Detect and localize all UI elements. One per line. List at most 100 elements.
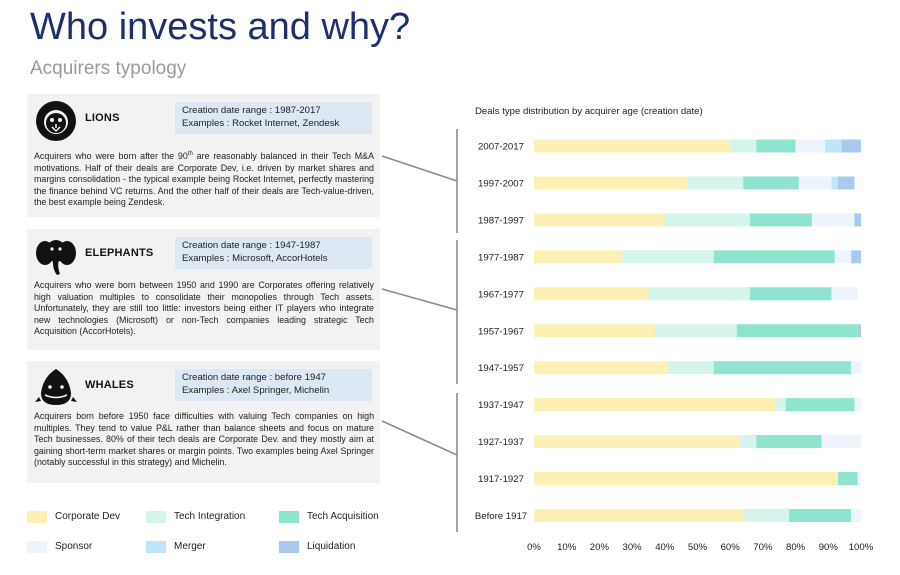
category-label: 1997-2007 — [478, 178, 524, 189]
bar-segment — [730, 139, 757, 153]
bar-segment — [834, 250, 852, 264]
bar-segment — [743, 176, 799, 190]
panel-description: Acquirers who were born after the 90th a… — [34, 150, 374, 208]
x-tick-label: 0% — [527, 542, 541, 553]
bar-segment — [648, 287, 750, 301]
legend-label: Merger — [174, 541, 206, 552]
bar-segment — [841, 139, 861, 153]
bar-segment — [622, 250, 714, 264]
bar-segment — [713, 250, 835, 264]
bar-segment — [534, 324, 655, 338]
bar-segment — [664, 213, 750, 227]
bar-segment — [857, 472, 861, 486]
category-label: 1917-1927 — [478, 474, 524, 485]
panel-description: Acquirers who were born between 1950 and… — [34, 280, 374, 337]
whale-icon — [35, 369, 77, 405]
legend-swatch — [279, 541, 299, 553]
x-tick-label: 40% — [655, 542, 675, 553]
legend-label: Tech Acquisition — [307, 511, 379, 522]
category-label: 2007-2017 — [478, 142, 524, 153]
bar-segment — [534, 435, 741, 449]
x-tick-label: 100% — [849, 542, 874, 553]
lion-icon — [36, 101, 76, 141]
legend-swatch — [27, 511, 47, 523]
bar-segment — [825, 139, 842, 153]
bar-segment — [534, 287, 649, 301]
x-tick-label: 90% — [819, 542, 839, 553]
category-label: 1957-1967 — [478, 326, 524, 337]
bar-segment — [785, 398, 855, 412]
bar-segment — [534, 250, 623, 264]
x-tick-label: 70% — [753, 542, 773, 553]
bar-segment — [831, 176, 839, 190]
bar-segment — [821, 435, 861, 449]
bar-segment — [654, 324, 737, 338]
bar-segment — [534, 472, 839, 486]
date-range: Creation date range : 1947-1987 — [182, 240, 321, 251]
bar-segment — [534, 509, 744, 522]
legend-swatch — [27, 541, 47, 553]
bar-segment — [854, 213, 861, 227]
date-range: Creation date range : before 1947 — [182, 372, 327, 383]
bar-segment — [756, 435, 822, 449]
bar-segment — [713, 361, 852, 375]
panel-whales: WHALES Creation date range : before 1947… — [27, 361, 380, 483]
category-label: 1947-1957 — [478, 363, 524, 374]
x-tick-label: 20% — [590, 542, 610, 553]
bar-segment — [798, 176, 832, 190]
bar-segment — [851, 250, 861, 264]
bar-segment — [851, 361, 861, 375]
bar-segment — [775, 398, 786, 412]
category-label: 1967-1977 — [478, 289, 524, 300]
bar-segment — [811, 213, 855, 227]
panel-name: LIONS — [85, 112, 120, 124]
date-range: Creation date range : 1987-2017 — [182, 105, 321, 116]
page-subtitle: Acquirers typology — [30, 58, 187, 79]
bar-segment — [534, 361, 669, 375]
bar-segment — [736, 324, 858, 338]
x-tick-label: 80% — [786, 542, 806, 553]
info-box: Creation date range : 1947-1987 Examples… — [175, 237, 372, 269]
elephant-icon — [36, 240, 76, 275]
legend-swatch — [146, 511, 166, 523]
bar-segment — [740, 435, 757, 449]
category-label: 1977-1987 — [478, 252, 524, 263]
x-tick-label: 10% — [557, 542, 577, 553]
chart-title: Deals type distribution by acquirer age … — [475, 106, 703, 117]
bar-segment — [838, 472, 858, 486]
bar-segment — [534, 398, 776, 412]
legend-swatch — [279, 511, 299, 523]
x-tick-label: 60% — [721, 542, 741, 553]
bar-segment — [749, 213, 812, 227]
panel-description: Acquirers born before 1950 face difficul… — [34, 411, 374, 468]
legend-label: Sponsor — [55, 541, 93, 552]
page-title: Who invests and why? — [30, 6, 411, 48]
category-label: 1927-1937 — [478, 437, 524, 448]
info-box: Creation date range : 1987-2017 Examples… — [175, 102, 372, 134]
bar-segment — [743, 509, 790, 522]
bar-segment — [749, 287, 832, 301]
bar-segment — [534, 176, 688, 190]
bar-segment — [831, 287, 858, 301]
x-tick-label: 30% — [622, 542, 642, 553]
info-box: Creation date range : before 1947 Exampl… — [175, 369, 372, 401]
bar-segment — [851, 509, 861, 522]
legend-label: Tech Integration — [174, 511, 246, 522]
panel-lions: LIONS Creation date range : 1987-2017 Ex… — [27, 94, 380, 217]
panel-name: WHALES — [85, 379, 134, 391]
legend-label: Corporate Dev — [55, 511, 121, 522]
bar-segment — [789, 509, 852, 522]
x-tick-label: 50% — [688, 542, 708, 553]
bar-segment — [668, 361, 714, 375]
bar-segment — [534, 139, 731, 153]
examples: Examples : Axel Springer, Michelin — [182, 385, 330, 396]
bar-segment — [854, 398, 861, 412]
legend-label: Liquidation — [307, 541, 356, 552]
bar-segment — [857, 324, 861, 338]
bar-segment — [795, 139, 826, 153]
examples: Examples : Microsoft, AccorHotels — [182, 253, 328, 264]
category-label: 1937-1947 — [478, 400, 524, 411]
category-label: 1987-1997 — [478, 215, 524, 226]
panel-name: ELEPHANTS — [85, 247, 154, 259]
